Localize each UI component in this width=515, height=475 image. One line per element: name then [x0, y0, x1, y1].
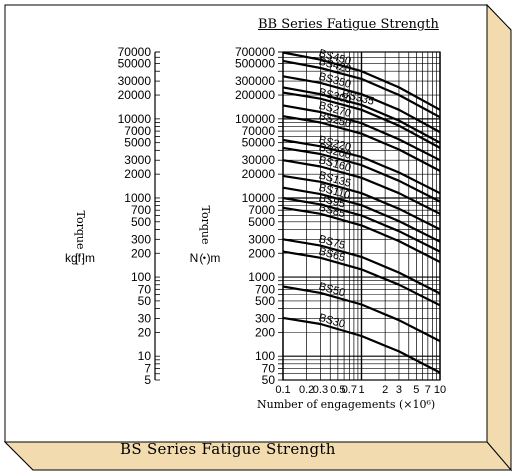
- right-axis-tick-label: 1000: [248, 270, 275, 284]
- x-tick-label: 7: [425, 384, 431, 396]
- right-axis-title: Torque: [199, 206, 212, 245]
- right-axis-tick-label: 70000: [242, 124, 276, 138]
- right-axis-tick-label: 7000: [248, 203, 275, 217]
- right-axis-tick-label: 300: [255, 311, 275, 325]
- right-axis-unit: N・m: [190, 251, 221, 265]
- right-axis-tick-label: 3000: [248, 232, 275, 246]
- left-axis-tick-label: 1000: [124, 191, 151, 205]
- x-tick-label: 1: [358, 384, 364, 396]
- left-axis-tick-label: 7: [144, 361, 151, 375]
- left-axis-tick-label: 5: [144, 373, 151, 387]
- curve-bs450: [282, 51, 441, 111]
- left-axis-tick-label: 5000: [124, 136, 151, 150]
- curve-bs300: [282, 91, 441, 149]
- right-axis-tick-label: 500000: [235, 57, 275, 71]
- curve-bs270: [282, 104, 441, 162]
- left-axis-tick-label: 20: [138, 325, 152, 339]
- left-axis-tick-label: 700: [131, 203, 151, 217]
- left-axis-tick-label: 20000: [118, 88, 152, 102]
- right-axis-tick-label: 500: [255, 294, 275, 308]
- curve-bs160: [282, 159, 441, 215]
- x-tick-label: 0.2: [299, 384, 314, 396]
- right-axis-tick-label: 200: [255, 325, 275, 339]
- curve-bs420: [282, 59, 441, 119]
- left-axis-tick-label: 7000: [124, 124, 151, 138]
- right-axis-tick-label: 200000: [235, 88, 275, 102]
- plot-border: [282, 51, 441, 381]
- curves: BS450BS420BS350BS335BS300BS270BS250BS220…: [282, 47, 441, 374]
- left-axis-tick-label: 100: [131, 270, 151, 284]
- x-tick-label: 5: [413, 384, 419, 396]
- curve-bs95: [282, 196, 441, 253]
- right-axis-tick-label: 5000: [248, 215, 275, 229]
- left-axis-tick-label: 3000: [124, 153, 151, 167]
- x-tick-label: 0.7: [342, 384, 357, 396]
- x-tick-label: 0.3: [313, 384, 328, 396]
- left-axis-unit-brackets: [ ]: [75, 251, 85, 265]
- curve-bs85: [282, 206, 441, 263]
- left-axis: 7000050000300002000010000700050003000200…: [118, 45, 160, 387]
- right-axis-tick-label: 30000: [242, 153, 276, 167]
- right-axis-tick-label: 100000: [235, 112, 275, 126]
- left-axis-tick-label: 10: [138, 349, 152, 363]
- curve-bs50: [282, 285, 441, 343]
- plot-grid: [282, 51, 441, 381]
- right-axis-tick-label: 50000: [242, 136, 276, 150]
- curve-bs135: [282, 174, 441, 231]
- curve-bs250: [282, 115, 441, 172]
- left-axis-tick-label: 30000: [118, 74, 152, 88]
- right-axis-tick-label: 50: [262, 373, 276, 387]
- left-axis-tick-label: 2000: [124, 167, 151, 181]
- right-axis-tick-label: 10000: [242, 191, 276, 205]
- curve-bs30: [282, 316, 441, 374]
- left-axis-tick-label: 50: [138, 294, 152, 308]
- x-axis-label: Number of engagements: [257, 398, 396, 411]
- right-axis-tick-label: 70: [262, 361, 276, 375]
- curve-bs110: [282, 186, 441, 243]
- x-axis-title: Number of engagements (×10⁶): [257, 398, 435, 411]
- white-panel: [4, 4, 488, 443]
- right-axis-tick-label: 2000: [248, 246, 275, 260]
- x-axis-exponent: (×10⁶): [398, 398, 436, 411]
- x-tick-label: 0.5: [330, 384, 345, 396]
- curve-bs75: [282, 238, 441, 295]
- left-axis-unit: kgf·m: [65, 251, 95, 265]
- right-axis-tick-label: 700: [255, 282, 275, 296]
- left-axis-tick-label: 50000: [118, 57, 152, 71]
- x-tick-label: 0.1: [275, 384, 290, 396]
- curve-bs65: [282, 250, 441, 307]
- left-axis-title: Torque: [74, 211, 87, 250]
- x-tick-label: 3: [396, 384, 402, 396]
- curve-bs335: [282, 86, 441, 144]
- bottom-caption: BS Series Fatigue Strength: [120, 440, 336, 458]
- left-axis-tick-label: 200: [131, 246, 151, 260]
- right-axis-tick-label: 20000: [242, 167, 276, 181]
- right-axis-tick-label: 100: [255, 349, 275, 363]
- right-axis-tick-label: 700000: [235, 45, 275, 59]
- curve-bs350: [282, 75, 441, 134]
- right-axis-unit-brackets: ( ): [199, 251, 210, 265]
- x-tick-label: 10: [434, 384, 446, 396]
- left-axis-tick-label: 30: [138, 311, 152, 325]
- curve-bs220: [282, 138, 441, 195]
- left-axis-tick-label: 70: [138, 282, 152, 296]
- left-axis-tick-label: 500: [131, 215, 151, 229]
- chart-title: BB Series Fatigue Strength: [258, 17, 439, 32]
- curve-bs200: [282, 146, 441, 203]
- right-axis-tick-label: 300000: [235, 74, 275, 88]
- left-axis-tick-label: 70000: [118, 45, 152, 59]
- x-tick-label: 2: [382, 384, 388, 396]
- x-tick-labels: 0.1 0.20.3 0.50.7 1 2 3 5 7 10: [275, 384, 446, 396]
- left-axis-tick-label: 300: [131, 232, 151, 246]
- left-axis-tick-label: 10000: [118, 112, 152, 126]
